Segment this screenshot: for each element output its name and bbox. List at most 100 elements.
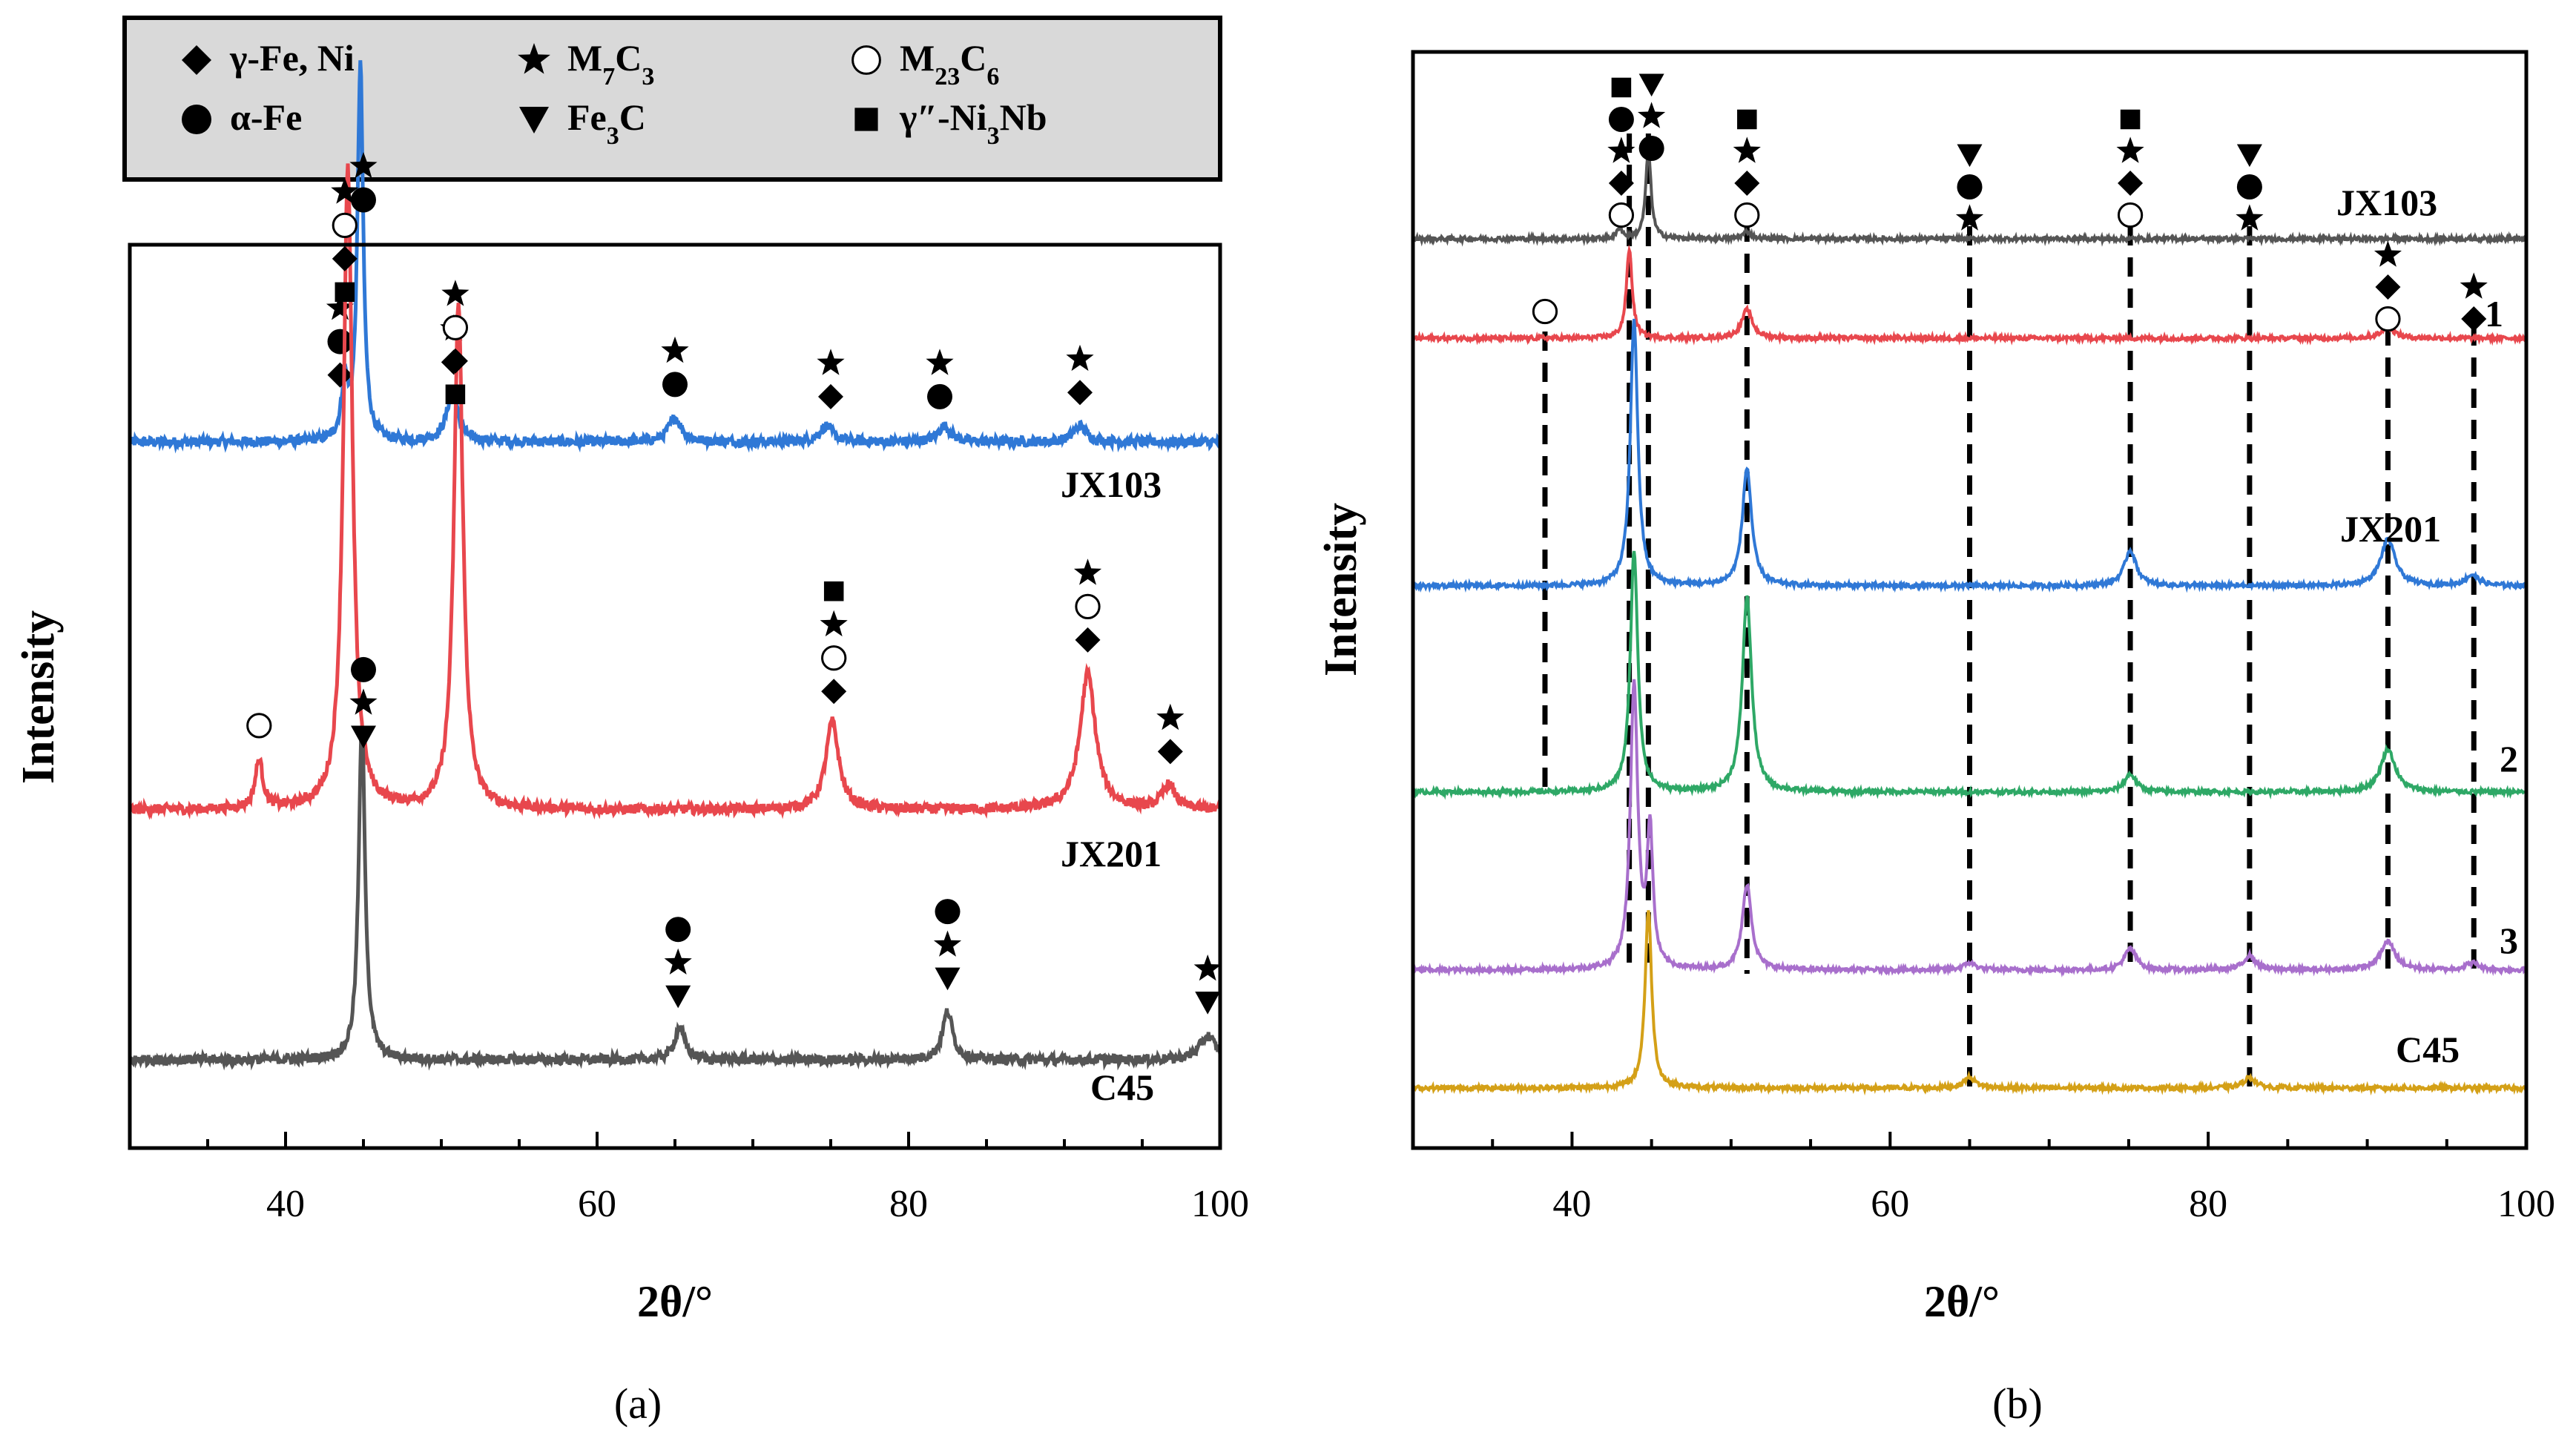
open-circle-marker (442, 314, 469, 340)
star-marker (926, 349, 954, 375)
x-tick-label: 40 (1552, 1183, 1591, 1225)
star-marker (2236, 204, 2264, 231)
triangle-marker (1195, 992, 1221, 1015)
star-marker (441, 280, 470, 306)
diamond-marker (1608, 171, 1634, 196)
diamond-icon (182, 45, 211, 75)
x-tick-label: 60 (1871, 1183, 1909, 1225)
series-label: 3 (2500, 920, 2518, 961)
series-label: JX201 (2340, 508, 2441, 550)
square-marker (445, 384, 466, 404)
open-circle-marker (1075, 593, 1101, 620)
diamond-marker (1157, 739, 1183, 765)
star-marker (1073, 558, 1102, 585)
square-icon (854, 108, 878, 131)
triangle-marker (2236, 144, 2262, 168)
triangle-marker (351, 725, 376, 749)
star-marker (1955, 204, 1984, 231)
panel-caption: (b) (1992, 1379, 2043, 1428)
square-marker (1737, 109, 1757, 130)
circle-marker (927, 383, 952, 409)
y-axis-label: Intensity (1316, 503, 1366, 676)
square-marker (823, 581, 844, 601)
x-tick-label: 80 (2189, 1183, 2227, 1225)
series-line-jx201 (1411, 318, 2528, 593)
circle-marker (351, 187, 376, 213)
legend-label: γ-Fe, Ni (229, 37, 355, 79)
x-tick-label: 100 (1191, 1183, 1249, 1225)
diamond-marker (2461, 306, 2487, 332)
x-tick-label: 40 (266, 1183, 305, 1225)
star-marker (1607, 136, 1635, 163)
series-line-jx103 (1411, 149, 2527, 247)
circle-marker (351, 656, 376, 682)
star-marker (1066, 344, 1094, 372)
triangle-marker (1957, 144, 1983, 168)
diamond-marker (818, 383, 843, 409)
series-line-jx103 (128, 60, 1221, 454)
panel-caption: (a) (614, 1379, 662, 1428)
star-marker (1638, 102, 1666, 128)
star-marker (817, 349, 845, 375)
legend-item: γ-Fe, Ni (182, 37, 355, 79)
star-marker (331, 177, 359, 204)
legend-item: α-Fe (182, 96, 302, 138)
series-label: C45 (2396, 1029, 2460, 1070)
star-marker (661, 336, 689, 363)
open-circle-marker (821, 645, 847, 671)
open-circle-icon (851, 45, 881, 75)
star-marker (820, 610, 848, 637)
series-label: JX201 (1061, 833, 1162, 874)
star-icon (518, 43, 550, 74)
circle-marker (665, 917, 691, 943)
x-tick-label: 60 (578, 1183, 616, 1225)
star-marker (349, 688, 378, 715)
star-marker (1193, 954, 1222, 981)
series-label: JX103 (2336, 182, 2437, 223)
star-marker (1156, 703, 1185, 731)
open-circle-marker (246, 713, 272, 739)
x-axis-label: 2θ/° (637, 1277, 713, 1326)
triangle-marker (935, 967, 961, 991)
panel-b: JX103 1 JX201 2 3 C45 40 60 80 100 2θ/° Intensity (b… (1316, 50, 2555, 1428)
star-marker (2460, 272, 2488, 299)
circle-marker (1608, 107, 1634, 132)
star-marker (326, 294, 355, 320)
circle-marker (327, 329, 353, 355)
open-circle-marker (332, 212, 358, 239)
diamond-marker (1075, 627, 1101, 653)
open-circle-marker (2117, 202, 2144, 228)
star-marker (2374, 240, 2402, 267)
open-circle-marker (1532, 298, 1558, 325)
diamond-marker (2118, 171, 2144, 196)
diamond-marker (442, 348, 468, 374)
triangle-marker (665, 985, 691, 1009)
series-label: 2 (2500, 738, 2518, 779)
star-marker (349, 152, 378, 179)
star-marker (664, 948, 692, 975)
circle-marker (2236, 174, 2262, 200)
circle-marker (935, 899, 961, 925)
series-line-1 (1411, 244, 2528, 346)
series-line-jx201 (128, 163, 1222, 820)
diamond-marker (327, 362, 353, 388)
diamond-marker (332, 245, 358, 271)
circle-marker (1638, 136, 1664, 161)
circle-marker (1957, 174, 1983, 200)
star-marker (2116, 136, 2144, 163)
square-marker (2120, 109, 2141, 130)
x-axis-label: 2θ/° (1924, 1277, 2000, 1326)
triangle-marker (1638, 73, 1664, 97)
circle-marker (662, 372, 688, 398)
series-line-c45 (128, 726, 1222, 1071)
series-line-3 (1411, 679, 2528, 978)
panel-a: JX103 JX201 C45 40 60 80 100 2θ/° Intensity (a) (13, 60, 1249, 1428)
star-marker (933, 930, 962, 957)
diamond-marker (2375, 274, 2401, 300)
open-circle-marker (1734, 202, 1760, 228)
star-marker (1733, 136, 1761, 163)
triangle-icon (519, 107, 549, 133)
square-marker (1611, 77, 1632, 98)
